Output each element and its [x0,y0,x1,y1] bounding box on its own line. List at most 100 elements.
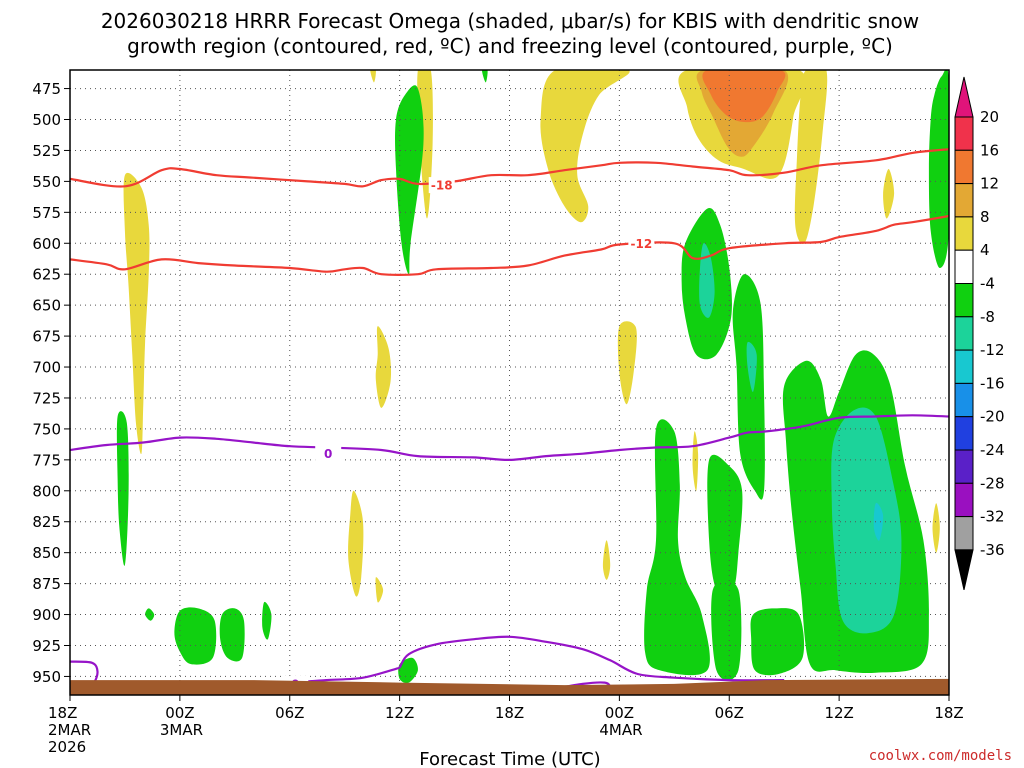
x-tick-label: 18Z [934,704,963,722]
colorbar-label: -8 [980,308,995,326]
freezing-level-contour-label-bg [315,445,342,462]
omega-region [699,243,715,318]
colorbar-label: -12 [980,341,1005,359]
omega-region [644,419,710,676]
colorbar-label: -20 [980,408,1005,426]
omega-region [873,502,884,541]
colorbar-swatch [954,382,974,418]
omega-region [174,607,217,665]
omega-region [617,321,637,405]
y-tick-label: 950 [32,668,61,686]
colorbar-bottom-arrow [954,549,974,591]
y-tick-label: 850 [32,544,61,562]
dgz-contour-label: -12 [631,237,653,251]
omega-region [750,608,805,676]
y-tick-label: 675 [32,328,61,346]
colorbar-swatch [954,183,974,218]
chart-title-line2: growth region (contoured, red, ºC) and f… [127,34,893,58]
y-tick-label: 800 [32,482,61,500]
omega-colorbar: 20 16 12 8 4 -4 -8 -12 -16 -20 -24 -28 -32 -36 [954,76,1005,591]
freezing-level-contour-label: 0 [324,447,332,461]
y-tick-label: 900 [32,606,61,624]
omega-region [928,70,949,268]
x-tick-label: 00Z [605,704,634,722]
omega-region [707,454,743,596]
colorbar-swatch [954,283,974,318]
omega-region [145,608,155,621]
dgz-contour-label-bg [428,177,455,194]
omega-region [370,70,376,83]
colorbar-swatch [954,349,974,384]
freezing-level-contour [70,414,949,462]
colorbar-label: 4 [980,241,990,259]
omega-region [746,341,757,392]
y-tick-label: 700 [32,359,61,377]
omega-region [883,169,895,219]
colorbar-label: -36 [980,541,1005,559]
colorbar-swatch [954,149,974,185]
colorbar-swatch [954,416,974,451]
x-tick-label: 2MAR [48,721,91,739]
colorbar-swatch [954,449,974,484]
dgz-contour-label-bg [628,235,655,252]
x-tick-label: 4MAR [599,721,642,739]
colorbar-label: -32 [980,508,1005,526]
omega-region [395,85,424,275]
omega-region [262,601,272,640]
x-tick-label: 12Z [824,704,853,722]
x-tick-label: 3MAR [160,721,203,739]
omega-region [932,503,940,553]
omega-region [375,577,384,603]
omega-region [702,70,786,123]
y-tick-label: 625 [32,266,61,284]
omega-region [692,431,699,491]
y-tick-label: 825 [32,513,61,531]
colorbar-label: 8 [980,208,990,226]
omega-region [794,70,828,244]
freezing-level-contour [398,635,785,682]
colorbar-label: 20 [980,108,999,126]
x-tick-label: 12Z [385,704,414,722]
y-tick-label: 525 [32,142,61,160]
x-tick-label: 00Z [165,704,194,722]
colorbar-label: 12 [980,175,999,193]
y-tick-label: 600 [32,235,61,253]
colorbar-label: -24 [980,441,1005,459]
omega-region [481,70,488,83]
omega-region [123,172,150,455]
y-tick-label: 925 [32,637,61,655]
y-tick-label: 475 [32,80,61,98]
omega-region [348,490,364,597]
x-tick-label: 06Z [715,704,744,722]
dgz-contour-label: -18 [431,179,453,193]
colorbar-swatch [954,116,974,151]
colorbar-top-arrow [954,76,974,118]
omega-region [219,608,245,662]
omega-region [398,657,418,684]
y-tick-label: 750 [32,420,61,438]
colorbar-label: 16 [980,141,999,159]
ground-surface [70,678,949,695]
omega-region [732,274,765,500]
y-tick-label: 650 [32,297,61,315]
chart-title-line1: 2026030218 HRRR Forecast Omega (shaded, … [101,9,919,33]
colorbar-label: -16 [980,374,1005,392]
x-tick-label: 18Z [495,704,524,722]
omega-region [711,579,742,681]
x-axis-label: Forecast Time (UTC) [419,749,600,768]
omega-region [540,70,630,223]
x-tick-label: 18Z [48,704,77,722]
omega-region [602,540,611,580]
colorbar-swatch [954,249,974,284]
y-tick-label: 875 [32,575,61,593]
y-tick-label: 725 [32,389,61,407]
y-tick-label: 775 [32,451,61,469]
y-tick-label: 500 [32,111,61,129]
x-tick-label: 2026 [48,738,86,756]
y-tick-label: 575 [32,204,61,222]
omega-region [116,411,129,566]
omega-shading [116,70,949,684]
y-tick-label: 550 [32,173,61,191]
